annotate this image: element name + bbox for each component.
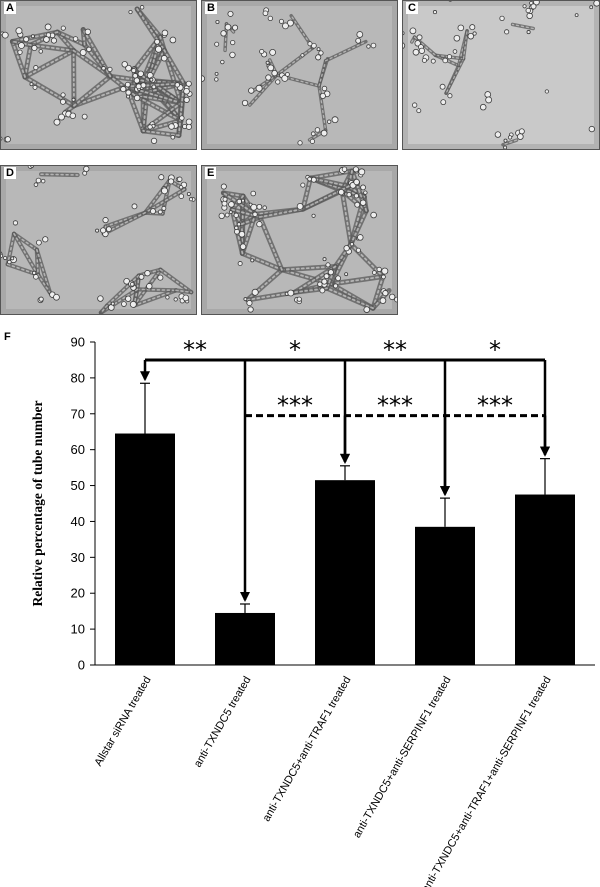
micrograph-c-image: [403, 1, 599, 149]
panel-label-c: C: [406, 2, 418, 14]
bar: [415, 526, 475, 665]
y-tick-label: 60: [71, 442, 85, 457]
panel-label-d: D: [4, 167, 16, 179]
micrograph-panel-d: D: [0, 165, 197, 315]
category-label: anti-TXNDC5+anti-TRAF1 treated: [261, 675, 354, 824]
significance-label: *: [489, 336, 501, 364]
bracket-arrowhead: [140, 371, 150, 382]
significance-label: ***: [477, 392, 513, 420]
bar: [215, 612, 275, 665]
category-label: anti-TXNDC5+anti-TRAF1+anti-SERPINF1 tre…: [420, 675, 554, 887]
significance-label: *: [289, 336, 301, 364]
significance-label: ***: [377, 392, 413, 420]
bracket-arrowhead: [240, 591, 250, 602]
bracket-arrowhead: [340, 453, 350, 464]
micrograph-e-image: [202, 166, 397, 314]
tube-number-bar-chart: 0 10 20 30 40 50 60 70 80 90 Relative percentage o…: [30, 335, 595, 887]
y-tick-label: 10: [71, 622, 85, 637]
significance-label: ***: [277, 392, 313, 420]
category-label: Allstar siRNA treated: [92, 675, 153, 769]
y-tick-label: 80: [71, 370, 85, 385]
y-tick-label: 20: [71, 586, 85, 601]
bracket-arrowhead: [540, 446, 550, 457]
y-axis-label: Relative percentage of tube number: [30, 401, 45, 607]
category-label: anti-TXNDC5 treated: [192, 675, 254, 770]
y-tick-label: 40: [71, 514, 85, 529]
y-tick-label: 70: [71, 406, 85, 421]
micrograph-panel-b: B: [201, 0, 398, 150]
y-tick-label: 50: [71, 478, 85, 493]
category-label: anti-TXNDC5+anti-SERPINF1 treated: [351, 675, 454, 841]
significance-label: **: [383, 336, 407, 364]
bar: [515, 494, 575, 665]
micrograph-panel-a: A: [0, 0, 197, 150]
bar: [315, 480, 375, 665]
micrograph-panel-c: C: [402, 0, 600, 150]
significance-label: **: [183, 336, 207, 364]
micrograph-panel-e: E: [201, 165, 398, 315]
panel-label-b: B: [205, 2, 217, 14]
figure-label-f: F: [4, 331, 11, 343]
micrograph-b-image: [202, 1, 397, 149]
micrograph-d-image: [1, 166, 196, 314]
bracket-arrowhead: [440, 486, 450, 497]
panel-label-e: E: [205, 167, 217, 179]
bar: [115, 433, 175, 665]
micrograph-a-image: [1, 1, 196, 149]
y-tick-label: 90: [71, 335, 85, 350]
y-tick-label: 30: [71, 550, 85, 565]
y-tick-label: 0: [78, 658, 85, 673]
panel-label-a: A: [4, 2, 16, 14]
